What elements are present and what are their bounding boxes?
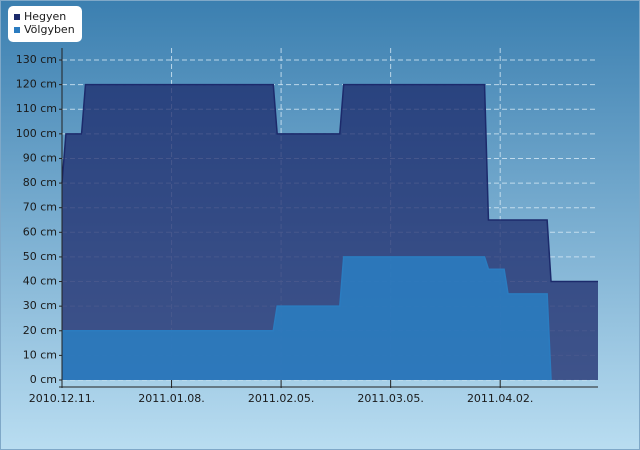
legend-label: Hegyen: [24, 10, 66, 23]
y-tick-label: 110 cm: [16, 102, 57, 115]
y-tick-label: 120 cm: [16, 78, 57, 91]
y-tick-label: 50 cm: [23, 250, 57, 263]
y-tick-label: 100 cm: [16, 127, 57, 140]
legend-label: Völgyben: [24, 23, 75, 36]
y-tick-label: 130 cm: [16, 53, 57, 66]
y-tick-label: 70 cm: [23, 201, 57, 214]
y-tick-label: 80 cm: [23, 176, 57, 189]
y-tick-label: 20 cm: [23, 324, 57, 337]
x-tick-label: 2011.01.08.: [138, 392, 204, 405]
x-tick-label: 2011.04.02.: [467, 392, 533, 405]
y-tick-label: 10 cm: [23, 348, 57, 361]
area: [62, 256, 552, 380]
area-line: [61, 83, 598, 283]
axes: 0 cm 10 cm 20 cm 30 cm 40 cm 50 cm 60 cm 70 cm 8…: [16, 48, 598, 405]
areas: [61, 83, 598, 381]
y-tick-label: 40 cm: [23, 275, 57, 288]
x-tick-label: 2011.03.05.: [357, 392, 423, 405]
legend-swatch: [14, 14, 20, 20]
legend-box: [8, 6, 82, 42]
y-tick-label: 30 cm: [23, 299, 57, 312]
x-tick-label: 2011.02.05.: [248, 392, 314, 405]
y-tick-label: 90 cm: [23, 151, 57, 164]
area-line: [62, 256, 552, 381]
x-tick-label: 2010.12.11.: [29, 392, 95, 405]
legend-swatch: [14, 27, 20, 33]
y-tick-label: 0 cm: [30, 373, 57, 386]
y-tick-label: 60 cm: [23, 225, 57, 238]
